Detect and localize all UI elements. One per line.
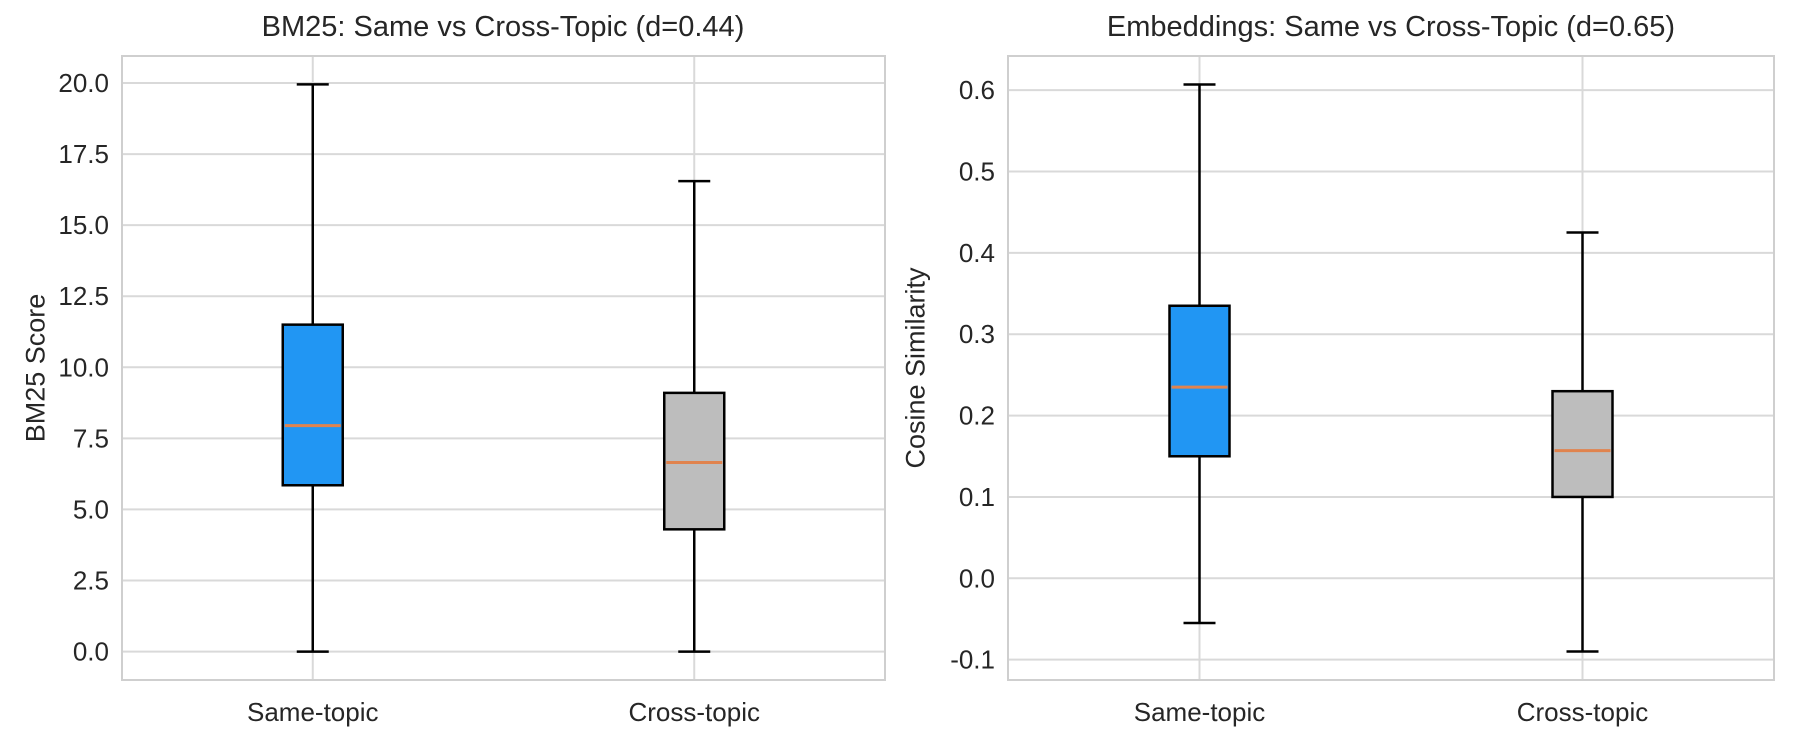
- x-tick-label: Cross-topic: [629, 697, 760, 727]
- x-tick-label: Same-topic: [247, 697, 379, 727]
- y-tick-label: 17.5: [58, 139, 109, 169]
- y-tick-label: 0.1: [959, 482, 995, 512]
- y-tick-label: 0.0: [73, 637, 109, 667]
- y-tick-label: 20.0: [58, 68, 109, 98]
- y-tick-label: 7.5: [73, 423, 109, 453]
- x-tick-label: Cross-topic: [1517, 697, 1648, 727]
- y-tick-label: -0.1: [950, 645, 995, 675]
- y-tick-label: 0.5: [959, 157, 995, 187]
- y-tick-label: 0.2: [959, 401, 995, 431]
- plot-area: 0.0 2.5 5.0 7.5 10.0 12.5 15.0 17.5 20.0 Same-top…: [58, 55, 886, 727]
- x-tick-label: Same-topic: [1134, 697, 1266, 727]
- plot-border: [121, 55, 886, 681]
- y-tick-label: 2.5: [73, 566, 109, 596]
- y-tick-label: 0.0: [959, 563, 995, 593]
- y-tick-label: 0.3: [959, 319, 995, 349]
- y-tick-label: 0.4: [959, 238, 995, 268]
- bm25-boxplot-chart: BM25: Same vs Cross-Topic (d=0.44) BM25 …: [21, 11, 886, 727]
- y-tick-label: 0.6: [959, 75, 995, 105]
- y-tick-label: 10.0: [58, 352, 109, 382]
- chart-title: BM25: Same vs Cross-Topic (d=0.44): [261, 11, 745, 43]
- box-same-topic: [1168, 304, 1231, 458]
- box-cross-topic: [1551, 389, 1614, 499]
- y-tick-label: 15.0: [58, 210, 109, 240]
- box-same-topic: [281, 323, 344, 487]
- chart-title: Embeddings: Same vs Cross-Topic (d=0.65): [1106, 11, 1676, 43]
- plot-border: [1007, 55, 1775, 681]
- embeddings-boxplot-chart: Embeddings: Same vs Cross-Topic (d=0.65)…: [900, 0, 1800, 750]
- plot-area: -0.1 0.0 0.1 0.2 0.3 0.4 0.5 0.6 Same-topic Cross…: [950, 55, 1775, 727]
- y-tick-label: 12.5: [58, 281, 109, 311]
- y-tick-label: 5.0: [73, 494, 109, 524]
